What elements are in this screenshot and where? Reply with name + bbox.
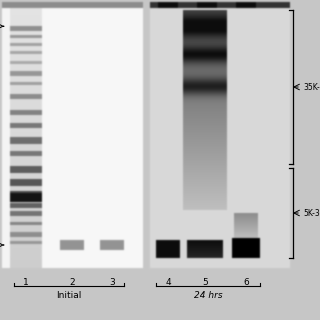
Text: 4: 4 [165, 278, 171, 287]
Text: 24 hrs: 24 hrs [194, 291, 222, 300]
Text: 5: 5 [202, 278, 208, 287]
Text: 6: 6 [243, 278, 249, 287]
Text: 1: 1 [23, 278, 29, 287]
Text: Initial: Initial [56, 291, 82, 300]
Text: 3: 3 [109, 278, 115, 287]
Text: 5K-35K: 5K-35K [303, 209, 320, 218]
Text: 35K-245K: 35K-245K [303, 83, 320, 92]
Text: 2: 2 [69, 278, 75, 287]
